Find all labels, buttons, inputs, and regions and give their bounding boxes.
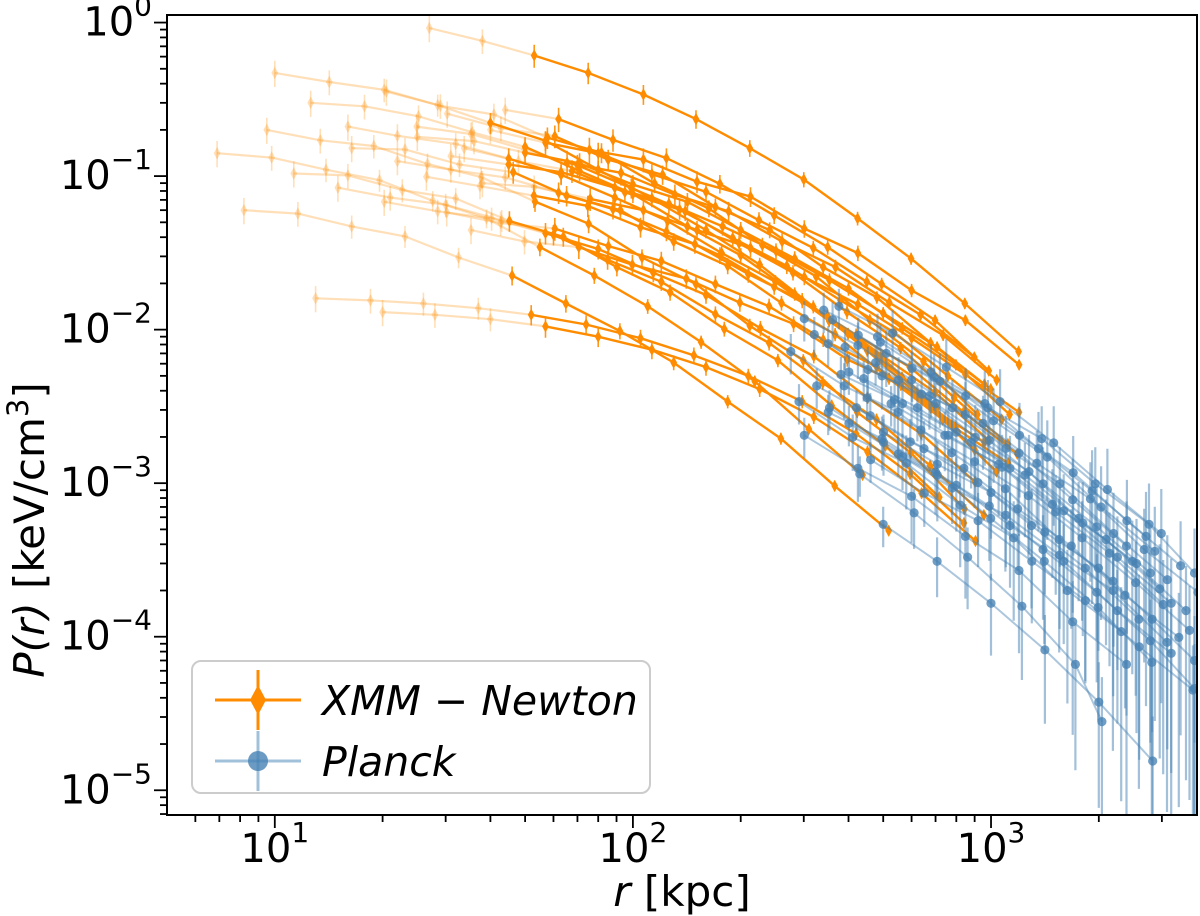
- x-tick-label: 101: [240, 816, 309, 872]
- legend: XMM − Newton Planck: [191, 660, 651, 794]
- legend-entry-planck: Planck: [215, 731, 458, 791]
- legend-label: XMM − Newton: [320, 677, 638, 725]
- y-tick-label: 10−2: [60, 297, 152, 353]
- series-planck: [786, 288, 1197, 815]
- axis-ticks: [154, 21, 1163, 828]
- y-tick-label: 10−4: [60, 604, 152, 660]
- legend-diamond-marker-icon: [250, 685, 266, 715]
- legend-entry-xmm-newton: XMM − Newton: [215, 670, 638, 730]
- y-tick-label: 100: [83, 0, 152, 46]
- y-axis-label: P(r) [keV/cm3]: [1, 382, 54, 678]
- series-xmm-newton: [213, 16, 1023, 548]
- tick-labels: 101 102 103 100 10−1 10−2 10−3 10−4 10−5: [60, 0, 1026, 872]
- plot-area: [213, 16, 1197, 815]
- y-tick-label: 10−3: [60, 450, 152, 506]
- y-tick-label: 10−5: [60, 757, 152, 813]
- axes-frame: [166, 14, 1198, 816]
- x-tick-label: 103: [957, 816, 1026, 872]
- x-axis-label: r [kpc]: [613, 867, 750, 916]
- y-tick-label: 10−1: [60, 143, 152, 199]
- x-tick-label: 102: [599, 816, 668, 872]
- legend-box: [191, 660, 651, 794]
- legend-label: Planck: [322, 738, 458, 786]
- legend-circle-marker-icon: [248, 751, 268, 771]
